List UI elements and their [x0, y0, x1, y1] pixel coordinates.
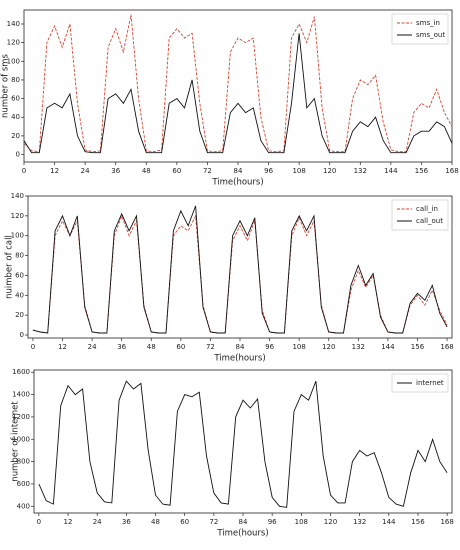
x-tick-label: 120	[322, 343, 335, 351]
y-tick-label: 80	[15, 252, 24, 260]
x-tick-label: 132	[352, 343, 365, 351]
x-tick-label: 156	[415, 167, 429, 175]
x-tick-label: 60	[180, 518, 189, 526]
legend-box	[391, 13, 449, 45]
series-line	[32, 205, 448, 334]
y-tick-label: 60	[15, 271, 24, 279]
x-tick-label: 84	[236, 343, 245, 351]
x-tick-label: 12	[50, 167, 59, 175]
x-tick-label: 120	[324, 518, 337, 526]
legend-label: internet	[416, 379, 444, 387]
x-tick-label: 108	[292, 343, 305, 351]
legend-box	[391, 373, 449, 393]
x-tick-label: 120	[323, 167, 336, 175]
y-tick-label: 60	[11, 95, 20, 103]
x-tick-label: 168	[440, 343, 453, 351]
x-tick-label: 24	[81, 167, 90, 175]
x-tick-label: 168	[445, 167, 458, 175]
x-tick-label: 48	[151, 518, 160, 526]
legend-label: sms_out	[416, 31, 445, 39]
x-tick-label: 144	[381, 343, 395, 351]
y-axis-label: number of sms	[1, 53, 11, 117]
y-tick-label: 120	[11, 212, 24, 220]
x-tick-label: 96	[264, 167, 273, 175]
x-tick-label: 12	[64, 518, 73, 526]
y-tick-label: 100	[7, 57, 20, 65]
x-tick-label: 132	[354, 167, 367, 175]
x-tick-label: 12	[58, 343, 67, 351]
y-tick-label: 100	[11, 232, 24, 240]
y-tick-label: 1600	[12, 368, 30, 376]
x-axis-label: Time(hours)	[213, 354, 265, 364]
x-tick-label: 84	[234, 167, 243, 175]
y-tick-label: 140	[7, 20, 20, 28]
x-tick-label: 108	[295, 518, 308, 526]
plot-frame	[27, 195, 453, 339]
x-tick-label: 36	[122, 518, 131, 526]
y-tick-label: 40	[15, 291, 24, 299]
y-axis-label: nuimber of call	[5, 235, 15, 299]
x-tick-label: 60	[176, 343, 185, 351]
x-tick-label: 96	[265, 343, 274, 351]
x-tick-label: 72	[209, 518, 218, 526]
x-tick-label: 72	[203, 167, 212, 175]
x-tick-label: 168	[440, 518, 453, 526]
y-tick-label: 0	[16, 151, 20, 159]
y-tick-label: 20	[11, 132, 20, 140]
x-tick-label: 60	[172, 167, 181, 175]
x-tick-label: 144	[382, 518, 396, 526]
x-tick-label: 108	[292, 167, 305, 175]
x-tick-label: 156	[411, 518, 425, 526]
y-tick-label: 600	[17, 480, 30, 488]
series-line	[23, 14, 453, 153]
series-line	[23, 33, 453, 154]
y-tick-label: 140	[11, 192, 24, 200]
y-axis-label: number of internet	[11, 401, 21, 482]
x-tick-label: 72	[206, 343, 215, 351]
x-tick-label: 48	[147, 343, 156, 351]
x-tick-label: 0	[37, 518, 41, 526]
legend-box	[391, 199, 449, 231]
legend-label: call_in	[416, 205, 438, 213]
y-tick-label: 120	[7, 39, 20, 47]
x-tick-label: 84	[239, 518, 248, 526]
x-tick-label: 144	[384, 167, 398, 175]
x-axis-label: Time(hours)	[211, 178, 263, 188]
x-tick-label: 48	[142, 167, 151, 175]
y-tick-label: 1200	[12, 413, 30, 421]
y-tick-label: 1000	[12, 435, 30, 443]
series-line	[38, 380, 448, 508]
x-tick-label: 0	[31, 343, 35, 351]
x-tick-label: 24	[93, 518, 102, 526]
y-tick-label: 0	[20, 331, 24, 339]
x-tick-label: 156	[411, 343, 425, 351]
x-tick-label: 36	[111, 167, 120, 175]
y-tick-label: 1400	[12, 391, 30, 399]
x-tick-label: 132	[353, 518, 366, 526]
x-tick-label: 0	[22, 167, 26, 175]
y-tick-label: 400	[17, 502, 30, 510]
x-tick-label: 96	[268, 518, 277, 526]
y-tick-label: 80	[11, 76, 20, 84]
y-tick-label: 40	[11, 113, 20, 121]
x-axis-label: Time(hours)	[216, 529, 268, 539]
y-tick-label: 20	[15, 311, 24, 319]
legend-label: sms_in	[416, 19, 440, 27]
legend-label: call_out	[416, 217, 443, 225]
x-tick-label: 24	[88, 343, 97, 351]
x-tick-label: 36	[117, 343, 126, 351]
y-tick-label: 800	[17, 458, 30, 466]
series-line	[32, 214, 448, 334]
